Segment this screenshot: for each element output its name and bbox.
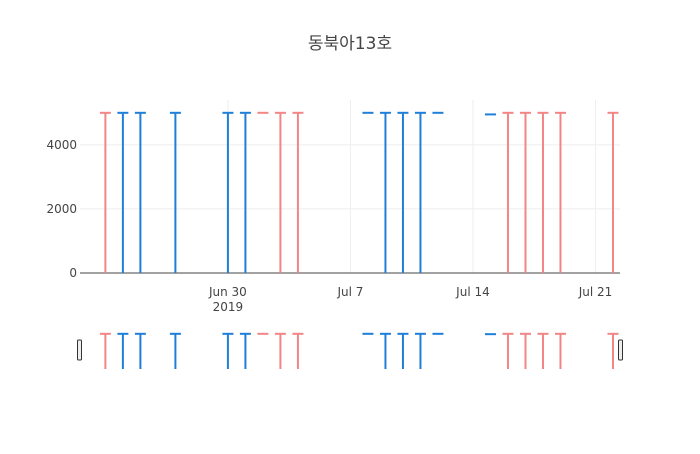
range-slider[interactable] — [77, 332, 623, 369]
slider-mark — [537, 332, 549, 369]
x-tick-label: Jul 7 — [336, 285, 363, 299]
slider-mark — [607, 332, 619, 369]
slider-mark — [379, 332, 391, 369]
x-tick-label: Jun 30 — [208, 285, 247, 299]
ohlc-mark — [99, 111, 111, 273]
ohlc-mark — [292, 111, 304, 273]
grid-layer — [80, 100, 620, 273]
chart-title: 동북아13호 — [308, 34, 392, 54]
ohlc-mark — [117, 111, 129, 273]
candle-layer — [99, 111, 619, 273]
ohlc-mark — [397, 111, 409, 273]
x-tick-label: Jul 14 — [455, 285, 490, 299]
ohlc-mark — [519, 111, 531, 273]
ohlc-mark — [169, 111, 181, 273]
ohlc-mark — [537, 111, 549, 273]
ohlc-mark — [554, 111, 566, 273]
ohlc-mark — [607, 111, 619, 273]
slider-handle-left[interactable] — [77, 339, 82, 361]
y-tick-label: 0 — [69, 266, 77, 280]
ohlc-mark — [239, 111, 251, 273]
slider-mark — [134, 332, 146, 369]
slider-mark — [554, 332, 566, 369]
slider-mark — [117, 332, 129, 369]
slider-mark — [222, 332, 234, 369]
y-tick-label: 4000 — [46, 138, 77, 152]
slider-mark — [397, 332, 409, 369]
slider-mark — [239, 332, 251, 369]
slider-handle-right[interactable] — [618, 339, 623, 361]
ohlc-mark — [379, 111, 391, 273]
x-tick-year-label: 2019 — [213, 300, 244, 314]
slider-mark — [169, 332, 181, 369]
slider-mark — [414, 332, 426, 369]
slider-mark — [274, 332, 286, 369]
ohlc-mark — [134, 111, 146, 273]
slider-mark — [292, 332, 304, 369]
slider-mark — [519, 332, 531, 369]
x-tick-label: Jul 21 — [578, 285, 613, 299]
slider-mark — [99, 332, 111, 369]
ohlc-mark — [222, 111, 234, 273]
ohlc-mark — [274, 111, 286, 273]
ohlc-mark — [414, 111, 426, 273]
y-tick-label: 2000 — [46, 202, 77, 216]
slider-mark — [502, 332, 514, 369]
ohlc-mark — [502, 111, 514, 273]
